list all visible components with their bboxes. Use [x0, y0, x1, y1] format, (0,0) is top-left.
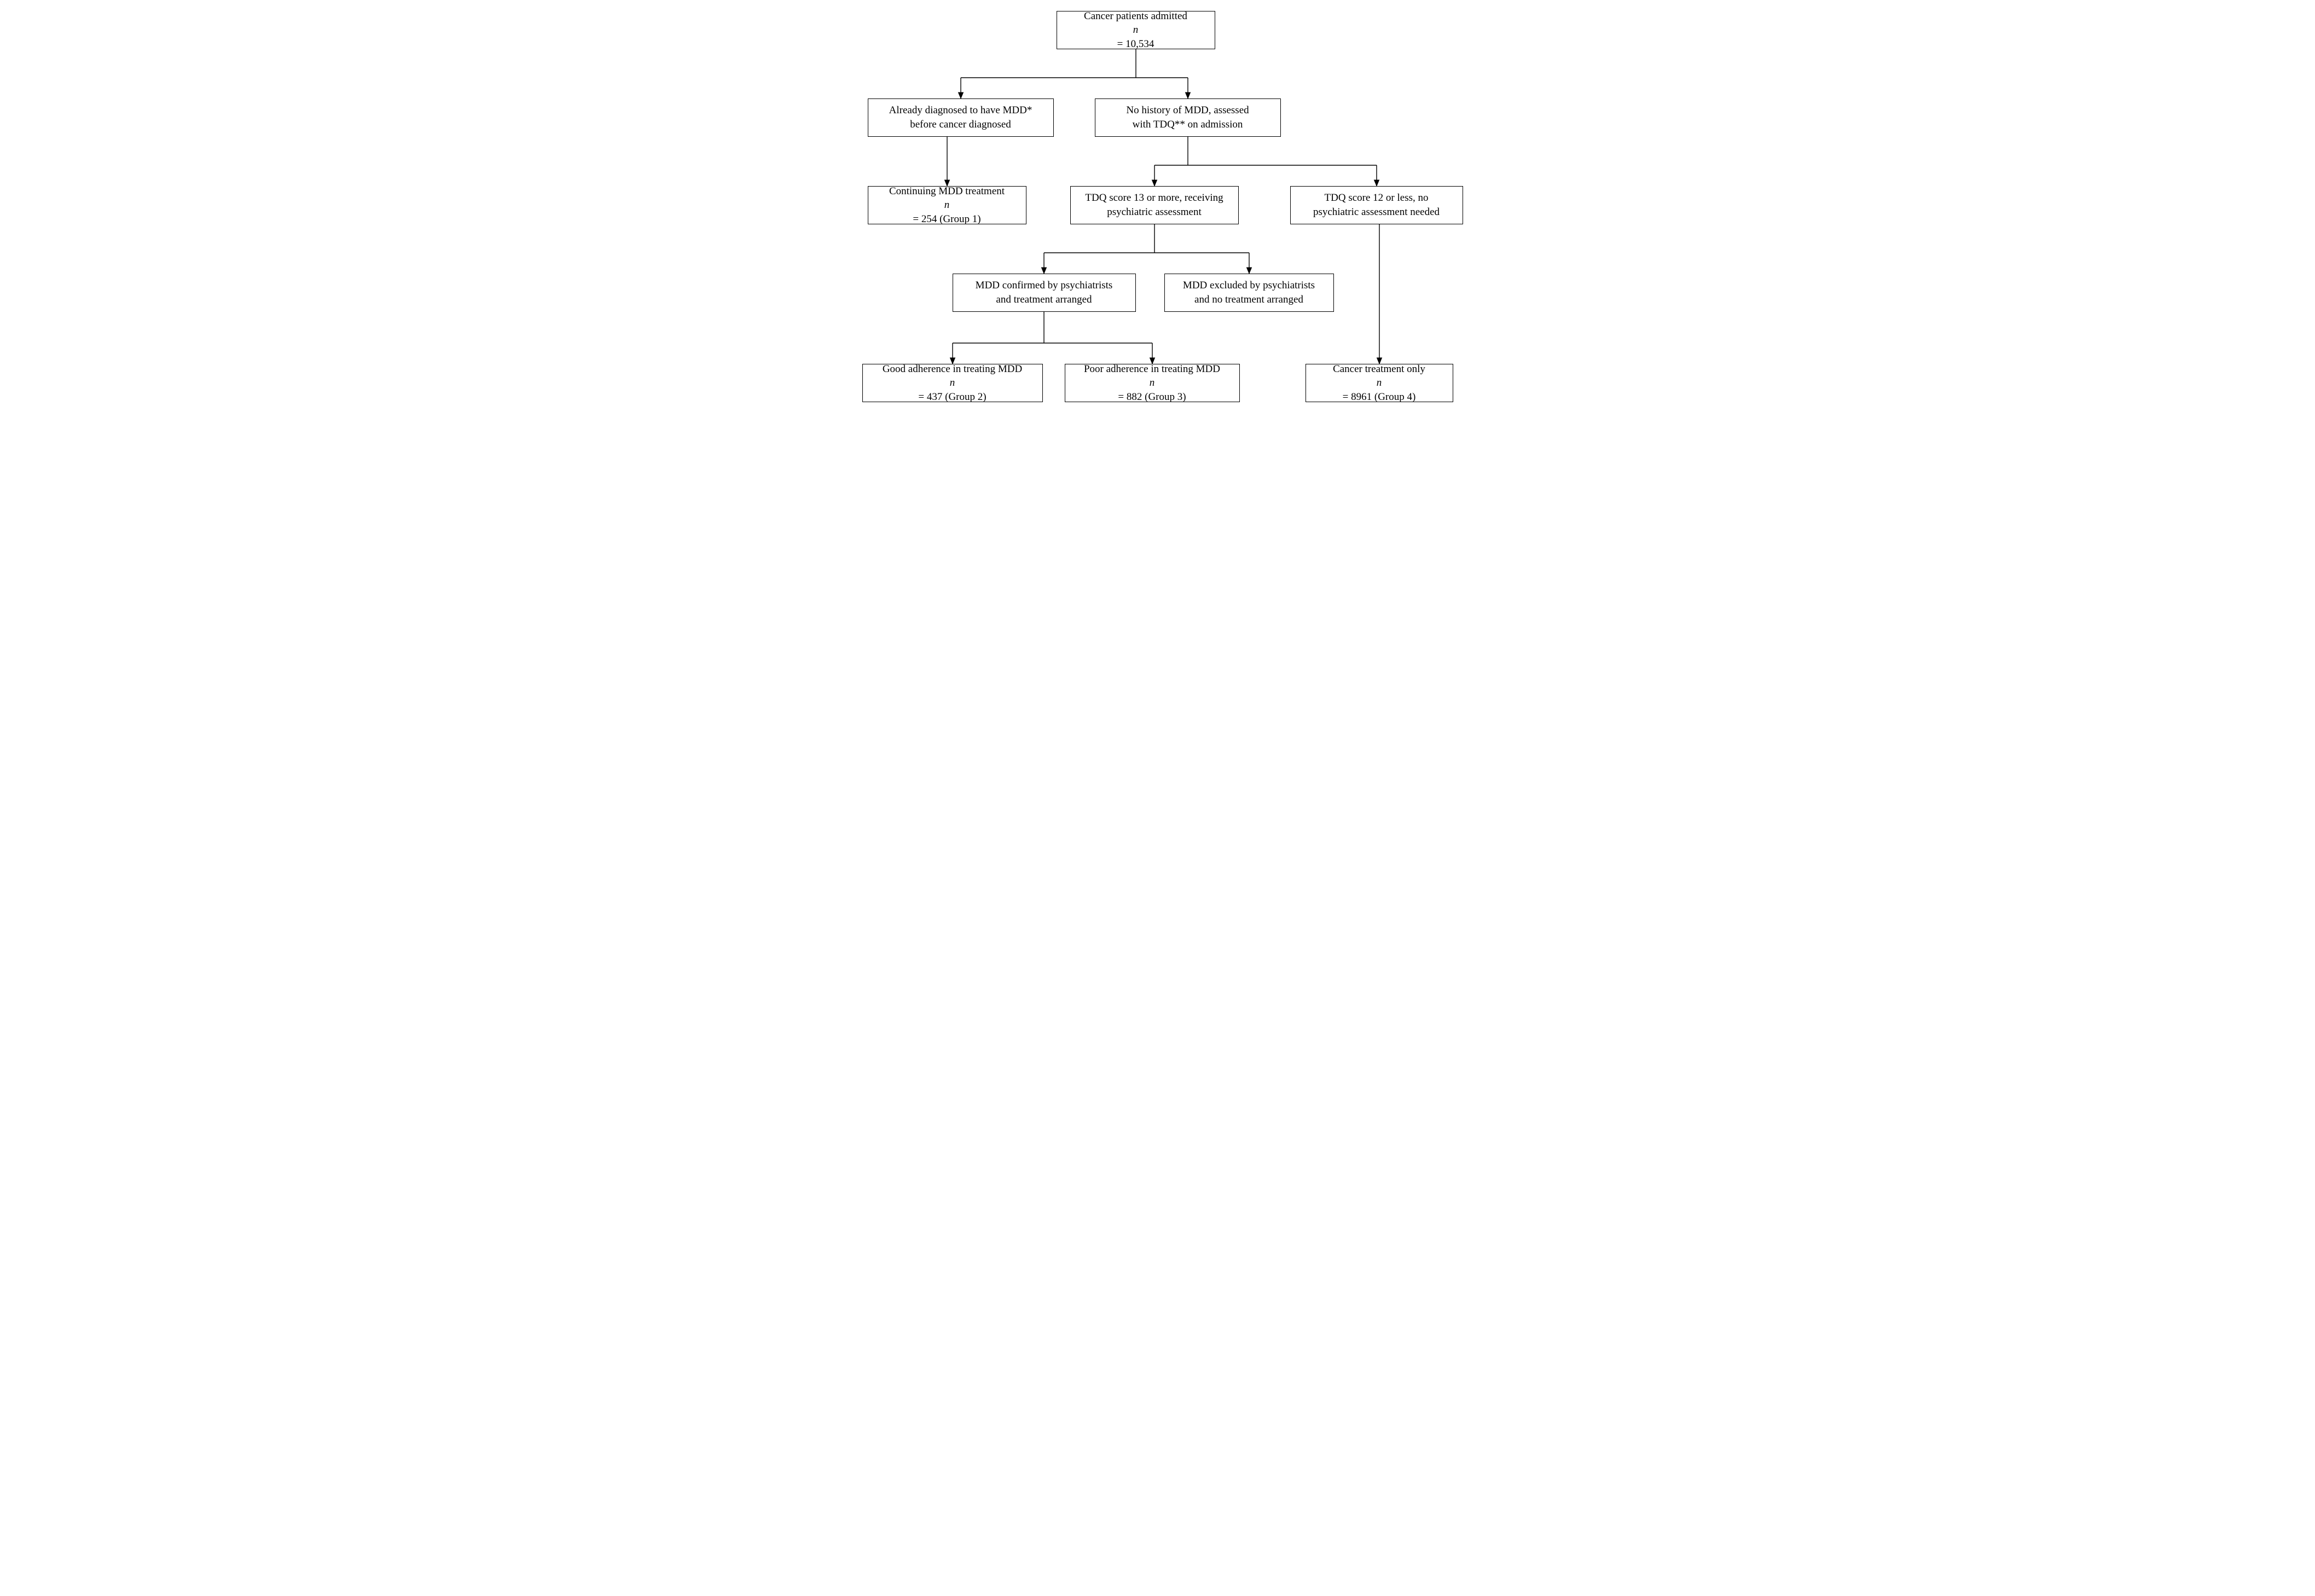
node-cancer-treatment-only-group4: Cancer treatment only n = 8961 (Group 4): [1306, 364, 1453, 402]
node-mdd-excluded: MDD excluded by psychiatrists and no tre…: [1164, 274, 1334, 312]
node-continuing-mdd-treatment-group1: Continuing MDD treatment n = 254 (Group …: [868, 186, 1026, 224]
node-text-line2: n = 254 (Group 1): [913, 198, 980, 226]
node-poor-adherence-group3: Poor adherence in treating MDD n = 882 (…: [1065, 364, 1240, 402]
node-text-line1: MDD confirmed by psychiatrists: [976, 278, 1113, 293]
node-text-line1: Continuing MDD treatment: [889, 184, 1005, 199]
node-text-line1: Cancer patients admitted: [1084, 9, 1187, 24]
node-text-line1: No history of MDD, assessed: [1126, 103, 1249, 118]
node-text-line1: Good adherence in treating MDD: [883, 362, 1022, 376]
node-mdd-confirmed: MDD confirmed by psychiatrists and treat…: [953, 274, 1136, 312]
node-text-line2: n = 437 (Group 2): [918, 376, 986, 404]
node-text-line2: n = 8961 (Group 4): [1343, 376, 1416, 404]
node-text-line2: psychiatric assessment: [1107, 205, 1202, 219]
node-text-line2: and no treatment arranged: [1194, 293, 1303, 307]
node-good-adherence-group2: Good adherence in treating MDD n = 437 (…: [862, 364, 1043, 402]
node-text-line2: psychiatric assessment needed: [1313, 205, 1440, 219]
node-text-line1: MDD excluded by psychiatrists: [1183, 278, 1315, 293]
node-text-line2: n = 882 (Group 3): [1118, 376, 1186, 404]
node-text-line1: Poor adherence in treating MDD: [1084, 362, 1220, 376]
node-tdq-13-or-more: TDQ score 13 or more, receiving psychiat…: [1070, 186, 1239, 224]
node-text-line2: before cancer diagnosed: [910, 118, 1011, 132]
node-tdq-12-or-less: TDQ score 12 or less, no psychiatric ass…: [1290, 186, 1463, 224]
node-text-line1: Already diagnosed to have MDD*: [889, 103, 1032, 118]
node-text-line1: Cancer treatment only: [1333, 362, 1425, 376]
node-no-history-mdd: No history of MDD, assessed with TDQ** o…: [1095, 98, 1281, 137]
node-text-line1: TDQ score 12 or less, no: [1325, 191, 1429, 205]
node-text-line2: with TDQ** on admission: [1133, 118, 1243, 132]
node-already-diagnosed-mdd: Already diagnosed to have MDD* before ca…: [868, 98, 1054, 137]
node-text-line1: TDQ score 13 or more, receiving: [1085, 191, 1223, 205]
flowchart-stage: Cancer patients admitted n = 10,534 Alre…: [829, 0, 1486, 454]
node-text-line2: n = 10,534: [1117, 23, 1154, 51]
node-text-line2: and treatment arranged: [996, 293, 1092, 307]
node-cancer-patients-admitted: Cancer patients admitted n = 10,534: [1057, 11, 1215, 49]
